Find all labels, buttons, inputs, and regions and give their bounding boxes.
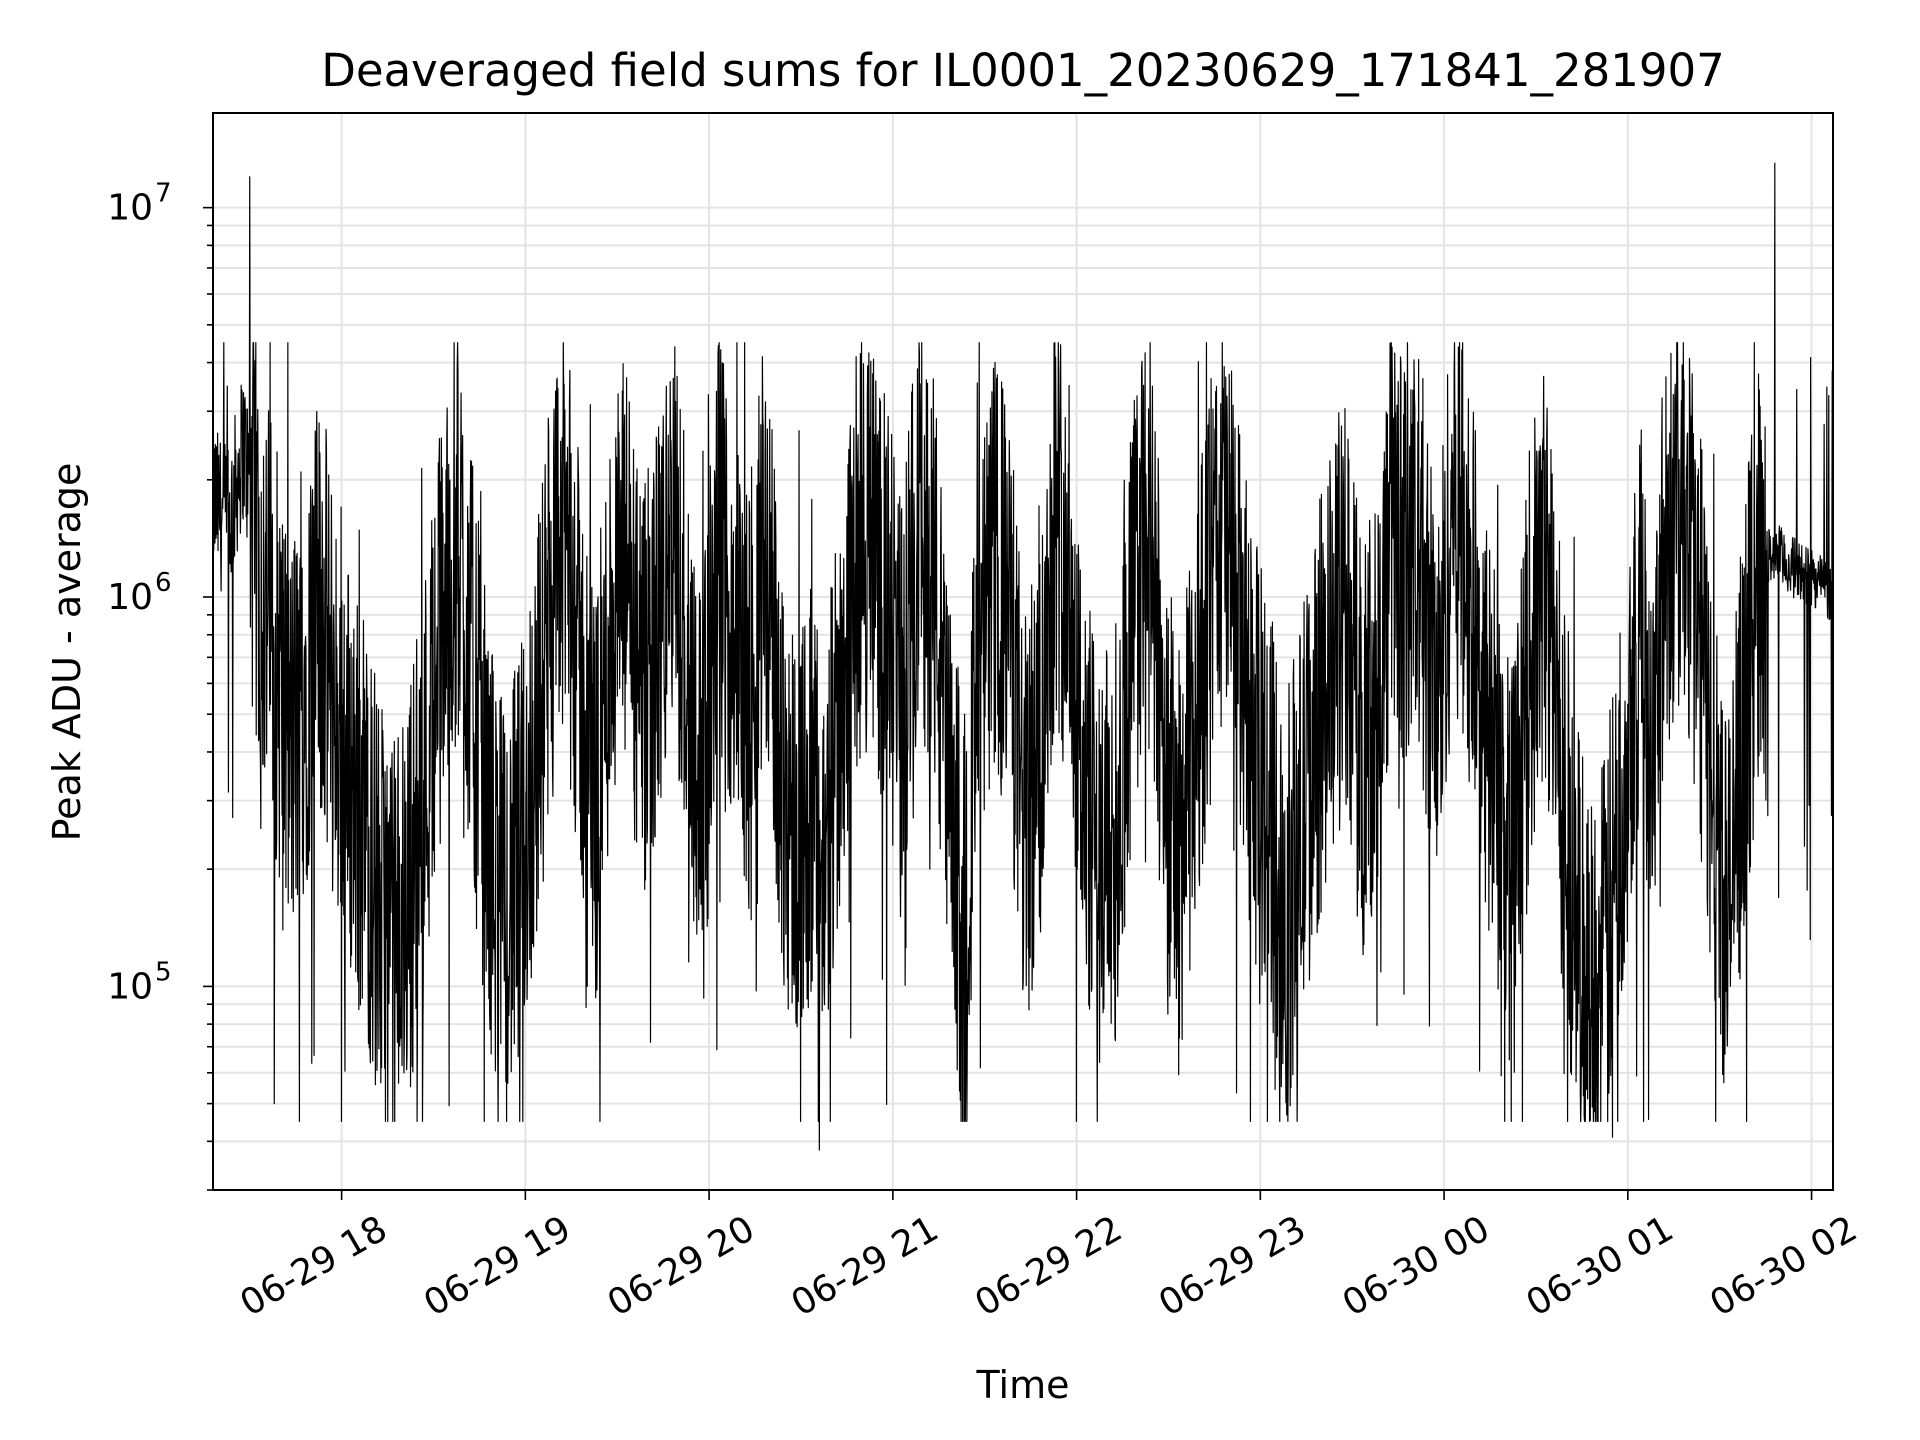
y-tick-label-exponent: 7 xyxy=(155,179,172,209)
plot-data xyxy=(213,162,1833,1151)
y-tick-label-base: 10 xyxy=(107,577,153,618)
x-axis-label: Time xyxy=(976,1363,1070,1407)
chart-title: Deaveraged field sums for IL0001_2023062… xyxy=(321,44,1725,97)
y-tick-label-base: 10 xyxy=(107,966,153,1007)
series-line xyxy=(213,162,1833,1151)
y-tick-label: 10 xyxy=(107,966,153,1007)
y-tick-label: 10 xyxy=(107,188,153,229)
plot-frame xyxy=(212,112,1834,1191)
y-tick-label: 10 xyxy=(107,577,153,618)
y-tick-label-exponent: 5 xyxy=(155,957,172,987)
y-tick-label-base: 10 xyxy=(107,188,153,229)
y-tick-label-exponent: 6 xyxy=(155,568,172,598)
y-axis-label: Peak ADU - average xyxy=(45,463,89,842)
